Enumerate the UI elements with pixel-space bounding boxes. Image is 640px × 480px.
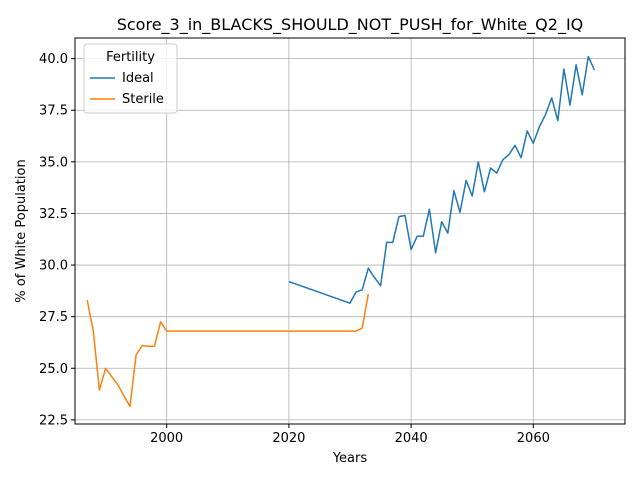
x-tick-label: 2020 [272,431,305,446]
series-layer [86,55,596,408]
y-tick-label: 37.5 [39,104,68,119]
legend-title: Fertility [106,50,155,65]
legend-label-sterile: Sterile [122,92,164,107]
legend-label-ideal: Ideal [122,71,154,86]
plot-frame [74,37,626,425]
legend: Fertility Ideal Sterile [83,43,178,114]
y-tick-label: 25.0 [39,362,68,377]
grid [75,38,625,424]
legend-box [83,43,178,114]
y-tick-label: 30.0 [39,259,68,274]
y-axis-label: % of White Population [14,159,29,302]
x-axis-label: Years [332,451,368,466]
chart-title: Score_3_in_BLACKS_SHOULD_NOT_PUSH_for_Wh… [117,15,584,35]
x-tick-label: 2000 [150,431,183,446]
y-tick-label: 27.5 [39,310,68,325]
series-line-sterile [86,293,370,408]
y-tick-label: 22.5 [39,413,68,428]
y-tick-label: 32.5 [39,207,68,222]
y-axis: 22.5 25.0 27.5 30.0 32.5 35.0 37.5 40.0 [39,52,75,428]
x-axis: 2000 2020 2040 2060 [150,424,550,446]
x-tick-label: 2040 [395,431,428,446]
series-line-ideal [288,55,596,304]
x-tick-label: 2060 [517,431,550,446]
y-tick-label: 40.0 [39,52,68,67]
y-tick-label: 35.0 [39,155,68,170]
